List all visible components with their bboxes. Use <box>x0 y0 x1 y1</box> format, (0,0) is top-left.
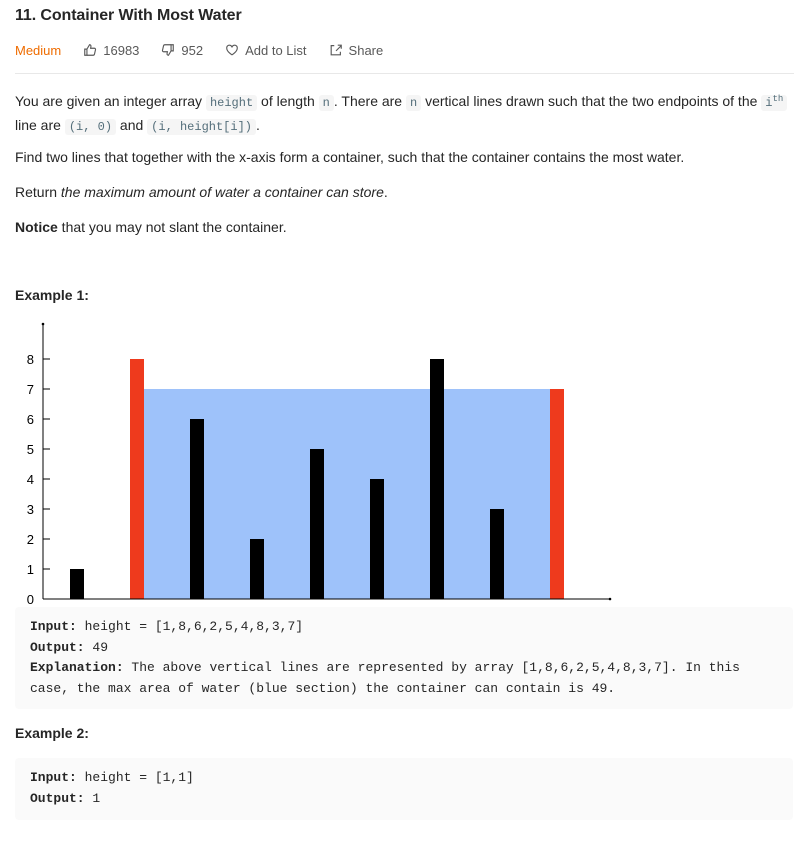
y-tick-label: 4 <box>27 472 34 487</box>
height-bar <box>70 569 84 599</box>
problem-meta-bar: Medium 16983 952 Add to List Share <box>15 41 405 59</box>
code-point-top: (i, height[i]) <box>147 119 256 135</box>
y-tick-label: 2 <box>27 532 34 547</box>
code-n: n <box>318 95 334 111</box>
y-tick-label: 1 <box>27 562 34 577</box>
difficulty-badge: Medium <box>15 42 62 58</box>
share-label: Share <box>348 42 384 58</box>
heart-icon <box>226 44 238 56</box>
thumbs-down-icon <box>162 44 175 56</box>
x-axis-arrow <box>608 597 612 601</box>
example-2-title: Example 2: <box>15 725 89 741</box>
thumbs-up-icon <box>84 44 97 56</box>
description-paragraph-3: Return the maximum amount of water a con… <box>15 184 388 200</box>
code-height: height <box>205 95 258 111</box>
header-divider <box>15 73 794 74</box>
example-1-output: Output: 49 <box>30 639 109 655</box>
height-bar <box>190 419 204 599</box>
height-bar <box>370 479 384 599</box>
y-tick-label: 5 <box>27 442 34 457</box>
y-tick-label: 7 <box>27 382 34 397</box>
code-n: n <box>406 95 422 111</box>
height-bar <box>310 449 324 599</box>
code-i: ith <box>761 94 788 111</box>
add-to-list-label: Add to List <box>245 42 307 58</box>
like-count: 16983 <box>103 42 140 58</box>
share-button[interactable]: Share <box>329 42 384 58</box>
highlight-bar <box>130 359 144 599</box>
dislike-count: 952 <box>181 42 204 58</box>
example-1-input: Input: height = [1,8,6,2,5,4,8,3,7] <box>30 619 304 634</box>
share-icon <box>330 44 342 56</box>
height-bar <box>250 539 264 599</box>
y-tick-label: 8 <box>27 352 34 367</box>
example-1-title: Example 1: <box>15 287 89 303</box>
description-paragraph-2: Find two lines that together with the x-… <box>15 149 685 165</box>
highlight-bar <box>550 389 564 599</box>
dislike-button[interactable]: 952 <box>161 43 203 58</box>
y-axis-arrow <box>41 322 45 326</box>
problem-title: 11. Container With Most Water <box>15 7 242 24</box>
water-area <box>144 389 550 599</box>
height-bar <box>430 359 444 599</box>
like-button[interactable]: 16983 <box>83 43 139 58</box>
example-1-chart: 0 1 2 3 4 5 6 7 8 <box>27 322 612 607</box>
y-tick-label: 6 <box>27 412 34 427</box>
y-tick-label: 0 <box>27 592 34 607</box>
y-tick-label: 3 <box>27 502 34 517</box>
add-to-list-button[interactable]: Add to List <box>225 42 307 58</box>
example-1-box: Input: height = [1,8,6,2,5,4,8,3,7] Outp… <box>15 607 793 709</box>
example-2-output: Output: 1 <box>30 790 101 806</box>
description-paragraph-4: Notice that you may not slant the contai… <box>15 219 287 235</box>
example-1-explanation: Explanation: The above vertical lines ar… <box>30 660 748 696</box>
example-2-box: Input: height = [1,1] Output: 1 <box>15 758 793 820</box>
example-2-input: Input: height = [1,1] <box>30 770 194 785</box>
code-point-bottom: (i, 0) <box>64 119 117 135</box>
description-paragraph-1: You are given an integer array height of… <box>15 88 795 138</box>
height-bar <box>490 509 504 599</box>
